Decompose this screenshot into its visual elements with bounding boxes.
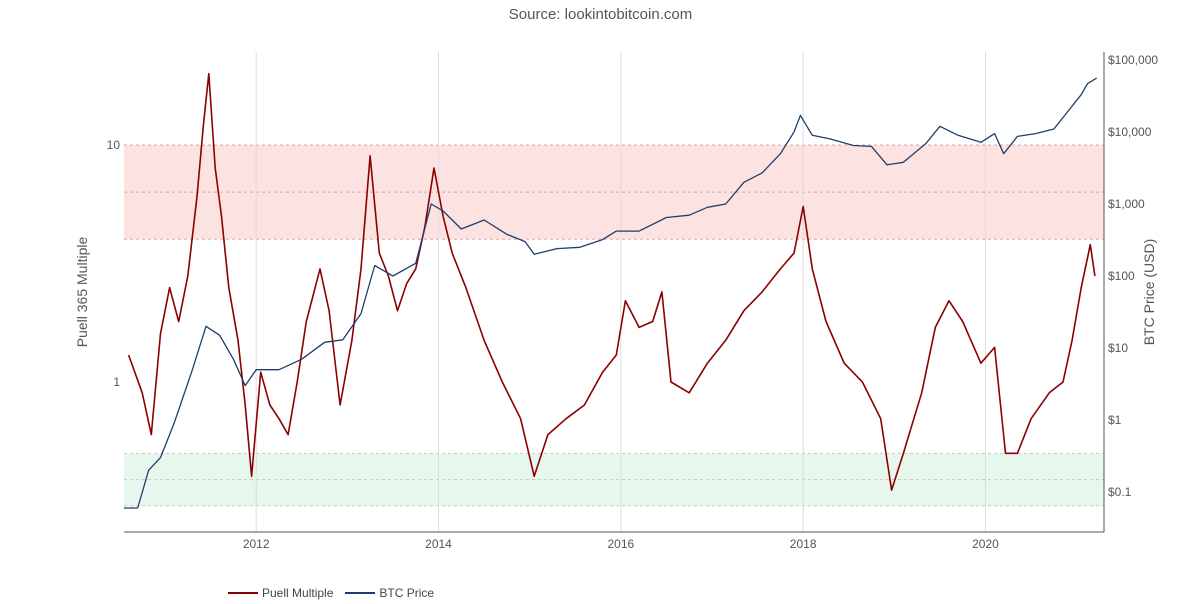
x-tick-2012: 2012 [243,537,270,551]
right-tick-$10,000: $10,000 [1108,125,1152,139]
left-axis-title: Puell 365 Multiple [74,237,90,348]
x-tick-2016: 2016 [607,537,634,551]
right-tick-$10: $10 [1108,341,1128,355]
right-tick-$1: $1 [1108,413,1122,427]
right-axis-title: BTC Price (USD) [1141,239,1157,346]
x-tick-2020: 2020 [972,537,999,551]
series-line-btc-price [124,77,1098,509]
right-tick-$100,000: $100,000 [1108,53,1158,67]
legend-item-btc[interactable]: BTC Price [345,586,434,600]
right-tick-$1,000: $1,000 [1108,197,1145,211]
legend-label-btc: BTC Price [379,586,435,600]
legend-swatch-btc [345,592,376,594]
x-tick-2018: 2018 [790,537,817,551]
left-tick-1: 1 [113,375,120,389]
legend-swatch-puell [228,592,258,594]
axes [124,52,1105,533]
chart-source-title: Source: lookintobitcoin.com [508,6,693,23]
axis-ticks: 2012 2014 2016 2018 2020 1 10 $0.1 $1 $10 $100 $1,0… [107,53,1159,551]
series-line-puell [127,72,1096,491]
x-tick-2014: 2014 [425,537,452,551]
threshold-bands [124,144,1104,507]
legend-label-puell: Puell Multiple [262,586,334,600]
legend: Puell Multiple BTC Price [228,586,434,600]
series-lines [124,72,1098,509]
right-tick-$100: $100 [1108,269,1135,283]
left-tick-10: 10 [107,138,121,152]
legend-item-puell[interactable]: Puell Multiple [228,586,333,600]
right-tick-$0.1: $0.1 [1108,485,1132,499]
vertical-gridlines [255,52,986,532]
